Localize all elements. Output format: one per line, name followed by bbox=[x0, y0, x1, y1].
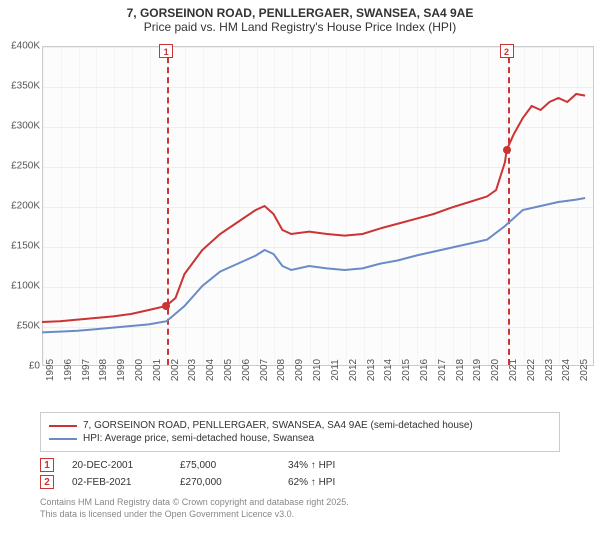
y-axis-label: £200K bbox=[0, 201, 40, 212]
y-axis-label: £300K bbox=[0, 121, 40, 132]
x-axis-label: 2018 bbox=[455, 359, 466, 381]
x-axis-label: 2009 bbox=[294, 359, 305, 381]
x-axis-label: 2013 bbox=[366, 359, 377, 381]
series-line-hpi bbox=[42, 198, 585, 332]
x-axis-label: 1997 bbox=[81, 359, 92, 381]
x-axis-label: 2001 bbox=[152, 359, 163, 381]
legend-item-hpi: HPI: Average price, semi-detached house,… bbox=[49, 433, 551, 444]
annotation-row-1: 1 20-DEC-2001 £75,000 34% ↑ HPI bbox=[40, 458, 560, 472]
x-axis-label: 2020 bbox=[490, 359, 501, 381]
annotation-date-1: 20-DEC-2001 bbox=[72, 460, 162, 471]
chart-lines-svg bbox=[42, 46, 594, 366]
series-line-property bbox=[42, 94, 585, 322]
marker-box-1: 1 bbox=[159, 44, 173, 58]
annotation-date-2: 02-FEB-2021 bbox=[72, 477, 162, 488]
x-axis-label: 2017 bbox=[437, 359, 448, 381]
footer-line-2: This data is licensed under the Open Gov… bbox=[40, 509, 560, 521]
x-axis-label: 2000 bbox=[134, 359, 145, 381]
x-axis-label: 2021 bbox=[508, 359, 519, 381]
legend: 7, GORSEINON ROAD, PENLLERGAER, SWANSEA,… bbox=[40, 412, 560, 452]
legend-label-property: 7, GORSEINON ROAD, PENLLERGAER, SWANSEA,… bbox=[83, 420, 473, 431]
x-axis-label: 2023 bbox=[544, 359, 555, 381]
annotation-delta-2: 62% ↑ HPI bbox=[288, 477, 378, 488]
annotation-price-2: £270,000 bbox=[180, 477, 270, 488]
legend-swatch-hpi bbox=[49, 438, 77, 440]
annotation-delta-1: 34% ↑ HPI bbox=[288, 460, 378, 471]
y-axis-label: £50K bbox=[0, 321, 40, 332]
x-axis-label: 2010 bbox=[312, 359, 323, 381]
x-axis-label: 2011 bbox=[330, 359, 341, 381]
x-axis-label: 2008 bbox=[276, 359, 287, 381]
marker-dot-2 bbox=[503, 146, 511, 154]
annotation-marker-2: 2 bbox=[40, 475, 54, 489]
chart-title-block: 7, GORSEINON ROAD, PENLLERGAER, SWANSEA,… bbox=[0, 0, 600, 38]
x-axis-label: 2016 bbox=[419, 359, 430, 381]
x-axis-label: 2002 bbox=[170, 359, 181, 381]
annotations-block: 1 20-DEC-2001 £75,000 34% ↑ HPI 2 02-FEB… bbox=[40, 458, 560, 489]
title-line-2: Price paid vs. HM Land Registry's House … bbox=[0, 20, 600, 34]
footer-line-1: Contains HM Land Registry data © Crown c… bbox=[40, 497, 560, 509]
x-axis-label: 1995 bbox=[45, 359, 56, 381]
x-axis-label: 2004 bbox=[205, 359, 216, 381]
x-axis-label: 2007 bbox=[259, 359, 270, 381]
x-axis-label: 1996 bbox=[63, 359, 74, 381]
x-axis-label: 2019 bbox=[472, 359, 483, 381]
y-axis-label: £400K bbox=[0, 41, 40, 52]
chart-area: £0 £50K £100K £150K £200K £250K £300K £350K £400… bbox=[0, 38, 600, 408]
x-axis-label: 2003 bbox=[187, 359, 198, 381]
y-axis-label: £0 bbox=[0, 361, 40, 372]
annotation-row-2: 2 02-FEB-2021 £270,000 62% ↑ HPI bbox=[40, 475, 560, 489]
marker-box-2: 2 bbox=[500, 44, 514, 58]
legend-swatch-property bbox=[49, 425, 77, 427]
x-axis-label: 2006 bbox=[241, 359, 252, 381]
x-axis-label: 2024 bbox=[561, 359, 572, 381]
x-axis-label: 1999 bbox=[116, 359, 127, 381]
annotation-marker-1: 1 bbox=[40, 458, 54, 472]
marker-dot-1 bbox=[162, 302, 170, 310]
x-axis-label: 2012 bbox=[348, 359, 359, 381]
x-axis-label: 2025 bbox=[579, 359, 590, 381]
legend-label-hpi: HPI: Average price, semi-detached house,… bbox=[83, 433, 314, 444]
y-axis-label: £150K bbox=[0, 241, 40, 252]
legend-item-property: 7, GORSEINON ROAD, PENLLERGAER, SWANSEA,… bbox=[49, 420, 551, 431]
x-axis-label: 2014 bbox=[383, 359, 394, 381]
x-axis-label: 2005 bbox=[223, 359, 234, 381]
annotation-price-1: £75,000 bbox=[180, 460, 270, 471]
footer-block: Contains HM Land Registry data © Crown c… bbox=[40, 497, 560, 520]
title-line-1: 7, GORSEINON ROAD, PENLLERGAER, SWANSEA,… bbox=[0, 6, 600, 20]
y-axis-label: £250K bbox=[0, 161, 40, 172]
x-axis-label: 1998 bbox=[98, 359, 109, 381]
x-axis-label: 2015 bbox=[401, 359, 412, 381]
x-axis-label: 2022 bbox=[526, 359, 537, 381]
y-axis-label: £100K bbox=[0, 281, 40, 292]
y-axis-label: £350K bbox=[0, 81, 40, 92]
